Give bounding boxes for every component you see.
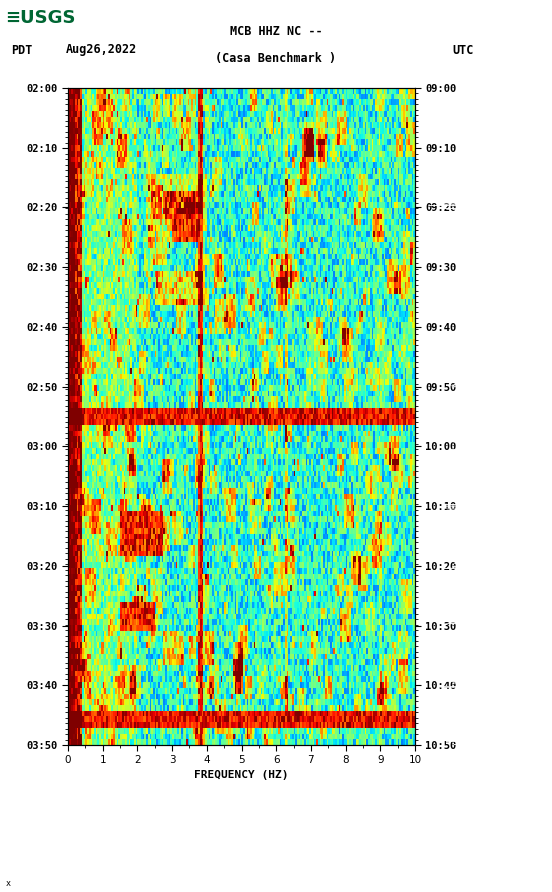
Text: x: x	[6, 879, 10, 888]
Text: UTC: UTC	[453, 44, 474, 56]
X-axis label: FREQUENCY (HZ): FREQUENCY (HZ)	[194, 770, 289, 780]
Text: PDT: PDT	[11, 44, 33, 56]
Text: ≡USGS: ≡USGS	[6, 9, 76, 27]
Text: (Casa Benchmark ): (Casa Benchmark )	[215, 52, 337, 65]
Text: Aug26,2022: Aug26,2022	[66, 44, 137, 56]
Text: MCB HHZ NC --: MCB HHZ NC --	[230, 25, 322, 38]
